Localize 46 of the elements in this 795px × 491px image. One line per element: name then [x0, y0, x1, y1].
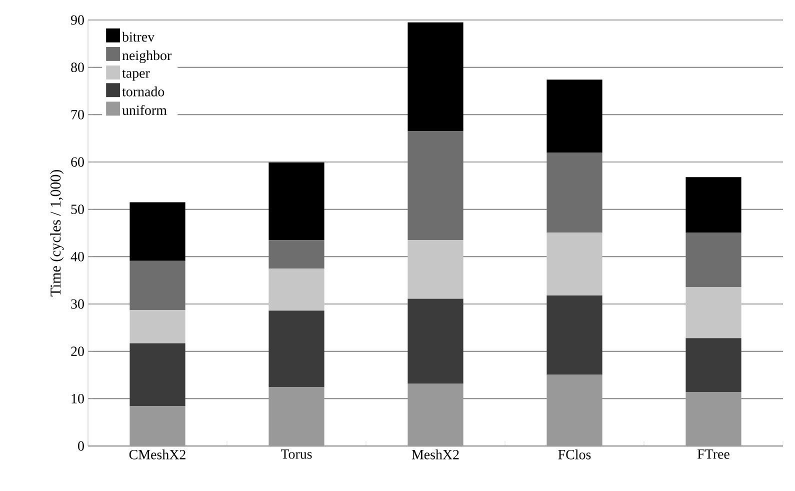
x-tick-label: Torus [280, 450, 312, 459]
bar [686, 338, 742, 392]
bar [408, 22, 464, 132]
legend-label: tornado [122, 86, 164, 96]
bar [130, 343, 186, 406]
x-tick-label: FTree [698, 450, 730, 459]
y-tick-label: 70 [71, 110, 84, 120]
y-tick-label: 60 [71, 157, 84, 167]
bar [130, 310, 186, 344]
bar [686, 232, 742, 287]
y-tick-label: 80 [71, 62, 84, 72]
y-tick-label: 50 [71, 204, 84, 214]
y-tick-label: 90 [70, 15, 84, 25]
bar [546, 232, 602, 296]
bar [268, 162, 324, 240]
y-tick-label: 20 [71, 346, 84, 356]
x-tick-label: CMeshX2 [129, 450, 186, 460]
x-tick-label: FClos [558, 450, 591, 460]
bar [268, 387, 324, 446]
y-tick-label: 10 [72, 394, 84, 404]
bar [686, 392, 742, 446]
bar [686, 286, 742, 338]
bar [546, 374, 602, 446]
bar [268, 240, 324, 268]
y-tick-label: 0 [78, 441, 84, 451]
legend-label: taper [122, 70, 150, 81]
legend-label: bitrev [122, 32, 155, 42]
bar [546, 152, 602, 233]
bar [408, 240, 464, 299]
bar [546, 80, 602, 153]
y-tick-label: 30 [71, 299, 84, 309]
legend-label: uniform [122, 104, 167, 115]
legend-label: neighbor [122, 50, 172, 64]
bar [686, 177, 742, 233]
x-tick-label: MeshX2 [412, 450, 459, 460]
bar [130, 406, 186, 446]
bar [130, 260, 186, 310]
y-tick-label: 40 [70, 252, 84, 262]
bar [268, 310, 324, 388]
bar [130, 202, 186, 261]
bar [408, 384, 464, 446]
bar [408, 298, 464, 384]
bar [408, 131, 464, 240]
bar [546, 295, 602, 375]
y-axis-title: Time (cycles / 1,000) [50, 170, 64, 296]
bar [268, 268, 324, 311]
